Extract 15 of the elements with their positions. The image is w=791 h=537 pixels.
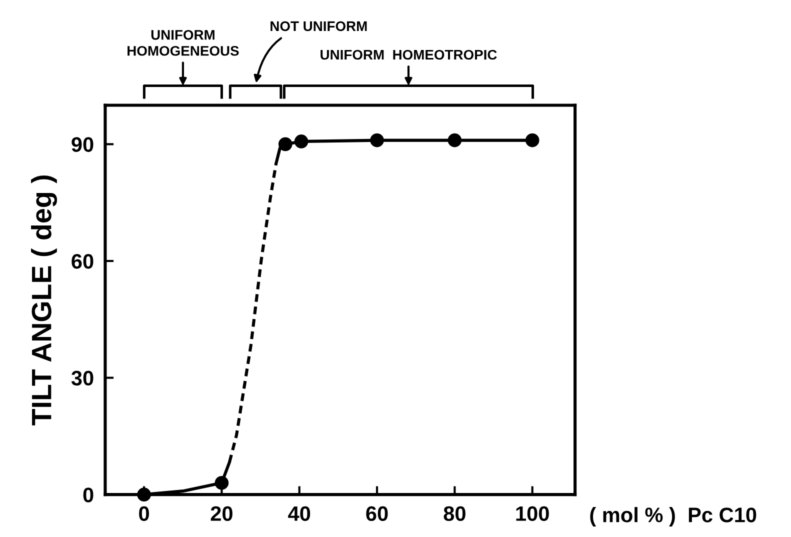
text: UNIFORM HOMEOTROPIC	[320, 50, 497, 60]
x-tick-label: 100	[516, 506, 549, 521]
text: UNIFORM HOMOGENEOUS	[128, 30, 239, 56]
y-tick-label: 90	[72, 137, 94, 152]
x-tick-label: 60	[366, 506, 388, 521]
y-axis-title: TILT ANGLE ( deg )	[31, 176, 58, 426]
y-tick-label: 0	[83, 488, 94, 502]
x-tick-label: 0	[139, 506, 149, 521]
y-tick-label: 30	[71, 370, 94, 386]
text: NOT UNIFORM	[270, 21, 367, 32]
y-tick-label: 60	[72, 254, 94, 269]
x-tick-label: 80	[444, 506, 466, 521]
x-tick-label: 40	[288, 506, 310, 521]
x-axis-title: ( mol % ) Pc C10	[590, 507, 756, 526]
x-tick-label: 20	[210, 506, 232, 521]
